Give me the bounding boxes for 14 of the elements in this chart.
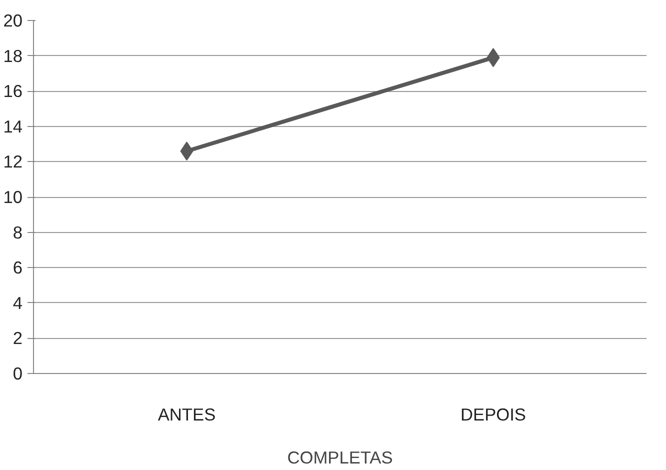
- y-tick-label: 0: [12, 364, 23, 384]
- y-tick-label: 16: [3, 81, 23, 102]
- y-tick-label: 14: [3, 116, 23, 136]
- y-tick-label: 12: [3, 152, 23, 172]
- y-tick-label: 6: [12, 258, 23, 278]
- y-tick-label: 4: [12, 292, 23, 313]
- y-tick-label: 18: [3, 46, 23, 66]
- x-axis-title: COMPLETAS: [287, 448, 393, 468]
- y-tick-label: 10: [3, 187, 23, 207]
- y-tick-label: 8: [12, 222, 23, 242]
- y-tick-label: 20: [3, 10, 23, 30]
- x-tick-label: DEPOIS: [460, 404, 526, 424]
- y-tick-label: 2: [12, 328, 23, 348]
- x-tick-label: ANTES: [158, 404, 216, 424]
